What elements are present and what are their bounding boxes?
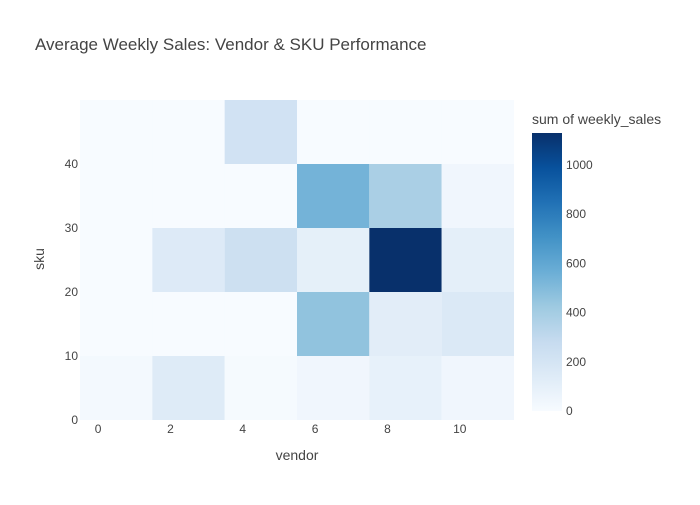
heatmap-cell[interactable] [369,228,442,292]
heatmap-cell[interactable] [80,100,153,164]
x-tick-label: 0 [95,422,102,436]
y-axis-ticks: 0 10 20 30 40 [65,157,79,427]
colorbar-tick-label: 600 [566,256,586,270]
heatmap-cell[interactable] [297,292,370,356]
y-tick-label: 0 [71,413,78,427]
x-tick-label: 10 [453,422,467,436]
heatmap-cell[interactable] [441,292,514,356]
heatmap-cell[interactable] [224,356,297,420]
heatmap-cell[interactable] [224,292,297,356]
x-tick-label: 2 [167,422,174,436]
y-axis-label: sku [31,248,47,270]
colorbar-title: sum of weekly_sales [532,111,661,127]
heatmap-cell[interactable] [80,356,153,420]
heatmap-cell[interactable] [441,228,514,292]
plot-area [80,100,514,420]
heatmap-cell[interactable] [297,228,370,292]
heatmap-cell[interactable] [369,100,442,164]
colorbar-tick-label: 800 [566,207,586,221]
heatmap-cell[interactable] [152,164,225,228]
colorbar-tick-label: 0 [566,404,573,418]
y-tick-label: 40 [65,157,79,171]
heatmap-cell[interactable] [369,292,442,356]
x-axis-label: vendor [276,447,319,463]
colorbar-ticks: 0 200 400 600 800 1000 [566,158,593,418]
x-axis-ticks: 0 2 4 6 8 10 [95,422,467,436]
heatmap-cell[interactable] [224,100,297,164]
heatmap-cell[interactable] [224,228,297,292]
colorbar: sum of weekly_sales 0 200 400 600 800 1000 [532,111,661,418]
x-tick-label: 6 [312,422,319,436]
y-tick-label: 10 [65,349,79,363]
heatmap-cell[interactable] [152,292,225,356]
x-tick-label: 4 [239,422,246,436]
heatmap-cell[interactable] [297,164,370,228]
heatmap-cell[interactable] [224,164,297,228]
x-tick-label: 8 [384,422,391,436]
heatmap-cell[interactable] [441,164,514,228]
colorbar-tick-label: 1000 [566,158,593,172]
heatmap-cell[interactable] [152,100,225,164]
heatmap-cell[interactable] [297,100,370,164]
colorbar-tick-label: 200 [566,355,586,369]
heatmap-cell[interactable] [80,292,153,356]
heatmap-cell[interactable] [80,164,153,228]
colorbar-tick-label: 400 [566,306,586,320]
colorbar-gradient [532,133,562,411]
heatmap-cell[interactable] [297,356,370,420]
heatmap-cell[interactable] [80,228,153,292]
chart-title: Average Weekly Sales: Vendor & SKU Perfo… [35,35,427,54]
heatmap-cell[interactable] [152,228,225,292]
heatmap-cell[interactable] [441,356,514,420]
y-tick-label: 20 [65,285,79,299]
y-tick-label: 30 [65,221,79,235]
heatmap-cell[interactable] [369,164,442,228]
heatmap-cell[interactable] [369,356,442,420]
heatmap-cell[interactable] [152,356,225,420]
heatmap-cell[interactable] [441,100,514,164]
